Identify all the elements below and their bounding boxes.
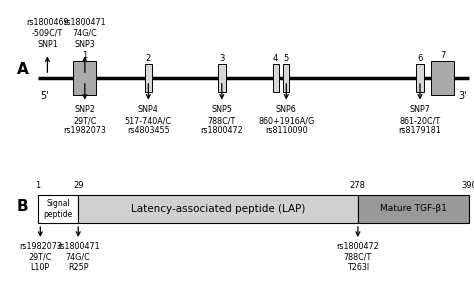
- Text: 3': 3': [458, 91, 467, 101]
- Text: 2: 2: [146, 54, 151, 63]
- Text: 861-20C/T: 861-20C/T: [400, 116, 440, 125]
- Text: rs1982073: rs1982073: [64, 126, 106, 135]
- Text: 278: 278: [350, 181, 366, 190]
- Bar: [145, 64, 152, 92]
- Text: 5: 5: [283, 54, 289, 63]
- Text: L10P: L10P: [31, 263, 50, 272]
- Text: rs4803455: rs4803455: [127, 126, 170, 135]
- Text: 74G/C: 74G/C: [73, 29, 97, 38]
- Text: 29: 29: [73, 181, 83, 190]
- Text: SNP3: SNP3: [74, 40, 95, 49]
- Text: B: B: [17, 199, 28, 214]
- Text: 788C/T: 788C/T: [208, 116, 236, 125]
- Text: 7: 7: [440, 51, 446, 60]
- Bar: [78, 195, 358, 223]
- Text: SNP6: SNP6: [276, 105, 297, 114]
- Text: rs8179181: rs8179181: [399, 126, 441, 135]
- Bar: [283, 64, 289, 92]
- Bar: [273, 64, 279, 92]
- Text: rs8110090: rs8110090: [265, 126, 308, 135]
- Text: 390: 390: [461, 181, 474, 190]
- Text: 6: 6: [417, 54, 423, 63]
- Text: 74G/C: 74G/C: [66, 253, 91, 262]
- Text: SNP7: SNP7: [410, 105, 430, 114]
- Bar: [73, 62, 96, 95]
- Text: rs1800472: rs1800472: [201, 126, 243, 135]
- Text: 1: 1: [82, 51, 88, 60]
- Bar: [218, 64, 226, 92]
- Text: 3: 3: [219, 54, 225, 63]
- Bar: [38, 195, 78, 223]
- Text: 29T/C: 29T/C: [73, 116, 97, 125]
- Text: rs1800472: rs1800472: [337, 242, 379, 251]
- Text: Signal
peptide: Signal peptide: [44, 199, 73, 219]
- Text: rs1800469: rs1800469: [26, 18, 69, 27]
- Text: SNP1: SNP1: [37, 40, 58, 49]
- Text: rs1982073: rs1982073: [19, 242, 62, 251]
- Text: SNP5: SNP5: [211, 105, 232, 114]
- Text: T263I: T263I: [347, 263, 369, 272]
- Bar: [416, 64, 424, 92]
- Text: R25P: R25P: [68, 263, 89, 272]
- Text: rs1800471: rs1800471: [57, 242, 100, 251]
- Text: SNP2: SNP2: [74, 105, 95, 114]
- Text: A: A: [17, 62, 28, 77]
- Bar: [431, 62, 454, 95]
- Bar: [358, 195, 469, 223]
- Text: 29T/C: 29T/C: [28, 253, 52, 262]
- Text: 517-740A/C: 517-740A/C: [125, 116, 172, 125]
- Text: SNP4: SNP4: [138, 105, 159, 114]
- Text: 4: 4: [273, 54, 278, 63]
- Text: 1: 1: [35, 181, 41, 190]
- Text: Latency-associated peptide (LAP): Latency-associated peptide (LAP): [131, 204, 305, 214]
- Text: Mature TGF-β1: Mature TGF-β1: [380, 204, 447, 213]
- Text: rs1800471: rs1800471: [64, 18, 106, 27]
- Text: 5': 5': [40, 91, 49, 101]
- Text: -509C/T: -509C/T: [32, 29, 63, 38]
- Text: 860+1916A/G: 860+1916A/G: [258, 116, 314, 125]
- Text: 788C/T: 788C/T: [344, 253, 372, 262]
